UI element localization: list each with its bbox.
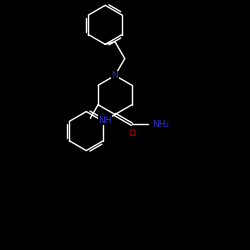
Text: NH₂: NH₂ — [152, 120, 169, 129]
Text: N: N — [112, 71, 118, 80]
Text: NH: NH — [98, 116, 112, 125]
Text: O: O — [128, 128, 136, 138]
